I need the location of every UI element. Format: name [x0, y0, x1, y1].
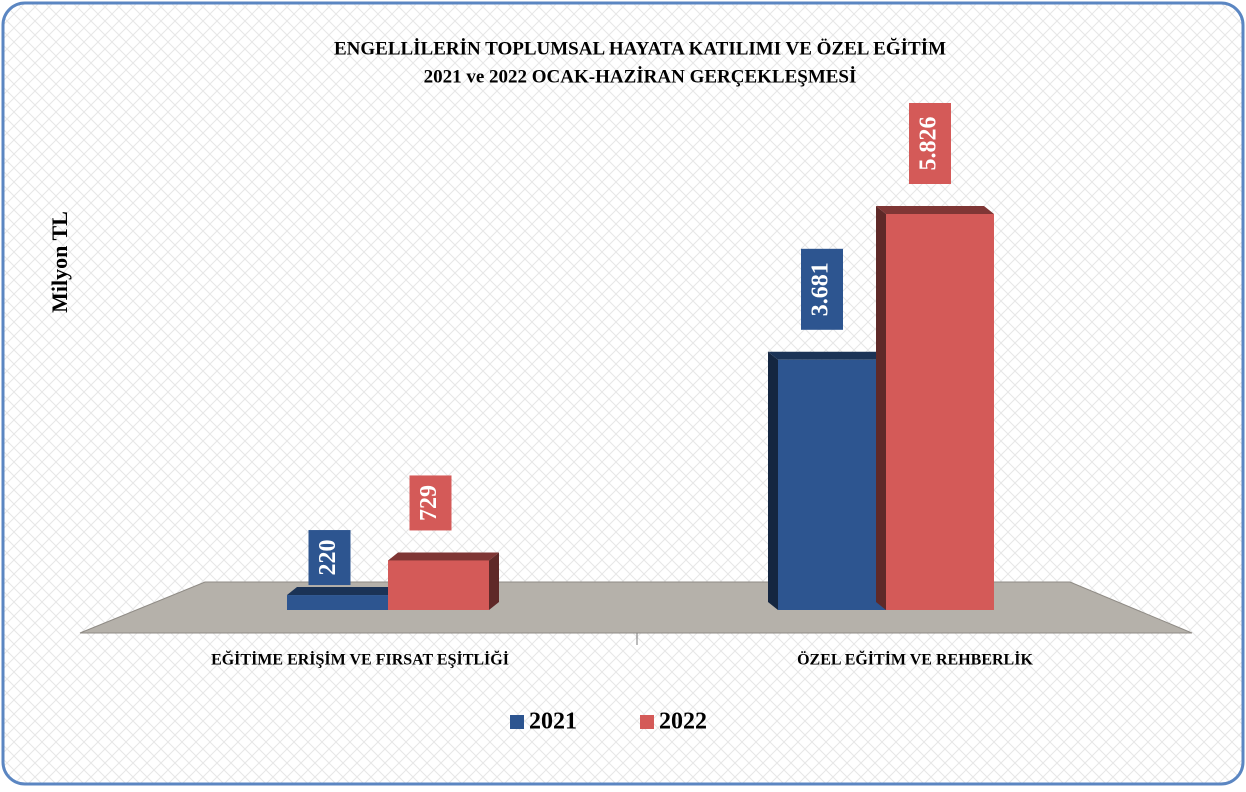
- bar-side: [768, 351, 778, 610]
- bar-side: [876, 206, 886, 610]
- y-axis-label: Milyon TL: [47, 211, 72, 313]
- data-label-box: [909, 103, 951, 184]
- bar-front: [886, 214, 994, 610]
- x-tick-label: EĞİTİME ERİŞİM VE FIRSAT EŞİTLİĞİ: [211, 650, 509, 669]
- bar-top: [287, 587, 398, 596]
- data-label-box: [308, 530, 351, 586]
- bar-front: [388, 560, 489, 610]
- x-tick-label: ÖZEL EĞİTİM VE REHBERLİK: [797, 650, 1033, 669]
- bar-top: [768, 351, 886, 360]
- data-label: 5.826: [916, 117, 942, 171]
- data-label-box: [801, 248, 843, 330]
- chart-title: ENGELLİLERİN TOPLUMSAL HAYATA KATILIMI V…: [334, 37, 946, 59]
- bar: [287, 587, 398, 610]
- data-label: 729: [416, 485, 442, 521]
- bar-top: [388, 552, 499, 561]
- bar: [876, 206, 994, 610]
- bar-side: [489, 552, 499, 610]
- bar: [388, 552, 499, 610]
- bar-front: [287, 595, 388, 610]
- chart-title: 2021 ve 2022 OCAK-HAZİRAN GERÇEKLEŞMESİ: [424, 66, 857, 87]
- legend-label: 2022: [659, 709, 707, 735]
- data-label-box: [409, 475, 452, 531]
- floor: [79, 581, 1193, 634]
- legend-swatch: [510, 715, 524, 729]
- bar-top: [876, 206, 994, 214]
- legend-swatch: [640, 715, 654, 729]
- bar: [768, 351, 886, 610]
- data-label: 3.681: [808, 262, 834, 316]
- data-label: 220: [315, 540, 341, 576]
- legend-label: 2021: [529, 709, 577, 735]
- bar-front: [778, 359, 886, 610]
